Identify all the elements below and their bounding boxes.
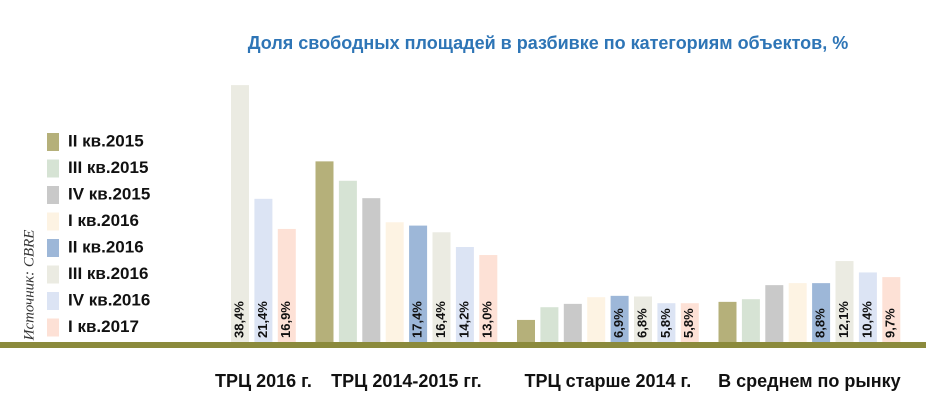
- value-label: 12,1%: [836, 301, 851, 338]
- value-label: 9,7%: [883, 308, 898, 338]
- legend-swatch: [47, 133, 59, 151]
- value-label: 5,8%: [681, 308, 696, 338]
- bar: [587, 297, 606, 342]
- value-label: 17,4%: [410, 301, 425, 338]
- legend-swatch: [47, 239, 59, 257]
- value-label: 14,2%: [456, 301, 471, 338]
- bar: [680, 303, 699, 342]
- legend-swatch: [47, 212, 59, 231]
- value-label: 6,9%: [611, 308, 626, 338]
- bar: [362, 198, 381, 342]
- bar: [455, 247, 474, 342]
- value-label: 16,4%: [433, 301, 448, 338]
- legend-swatch: [47, 159, 59, 178]
- value-label: 38,4%: [231, 301, 246, 338]
- bar: [657, 303, 676, 342]
- value-label: 13,0%: [480, 301, 495, 338]
- legend-swatch: [47, 186, 59, 204]
- bar: [882, 277, 901, 342]
- baseline: [0, 342, 926, 348]
- bar: [741, 299, 760, 342]
- bar: [634, 296, 652, 342]
- legend-swatch: [47, 318, 59, 337]
- value-label: 5,8%: [658, 308, 673, 338]
- legend-label: III кв.2016: [68, 264, 148, 283]
- x-tick-label: ТРЦ 2014-2015 гг.: [331, 371, 481, 391]
- bar: [788, 283, 807, 342]
- value-label: 21,4%: [255, 301, 270, 338]
- source: Источник: CBRE: [21, 230, 37, 342]
- bar: [277, 228, 296, 342]
- legend-label: IV кв.2015: [68, 184, 150, 203]
- bar: [610, 295, 629, 342]
- bar: [231, 85, 249, 342]
- legend-swatch: [47, 292, 59, 310]
- bar: [517, 319, 535, 342]
- bar: [835, 261, 854, 342]
- legend-label: IV кв.2016: [68, 290, 150, 309]
- bar: [765, 285, 784, 342]
- value-label: 16,9%: [278, 301, 293, 338]
- bar: [812, 283, 831, 342]
- bar: [254, 198, 273, 342]
- bar: [385, 222, 404, 342]
- legend-swatch: [47, 265, 59, 284]
- legend-label: II кв.2016: [68, 237, 144, 256]
- bar: [858, 272, 877, 342]
- bar: [432, 232, 451, 342]
- value-label: 10,4%: [859, 301, 874, 338]
- bar: [338, 180, 357, 342]
- x-tick-label: ТРЦ 2016 г.: [215, 371, 312, 391]
- bar: [563, 303, 582, 342]
- bar: [315, 161, 334, 342]
- legend-label: III кв.2015: [68, 158, 148, 177]
- x-tick-label: В среднем по рынку: [718, 371, 901, 391]
- bar: [718, 301, 737, 342]
- bar: [409, 225, 428, 342]
- chart-title: Доля свободных площадей в разбивке по ка…: [248, 33, 848, 53]
- value-label: 6,8%: [634, 308, 649, 338]
- bar: [479, 255, 498, 342]
- bar: [540, 307, 559, 342]
- x-tick-label: ТРЦ старше 2014 г.: [525, 371, 692, 391]
- legend-label: II кв.2015: [68, 131, 144, 150]
- value-label: 8,8%: [813, 308, 828, 338]
- legend-label: I кв.2017: [68, 317, 139, 336]
- legend-label: I кв.2016: [68, 211, 139, 230]
